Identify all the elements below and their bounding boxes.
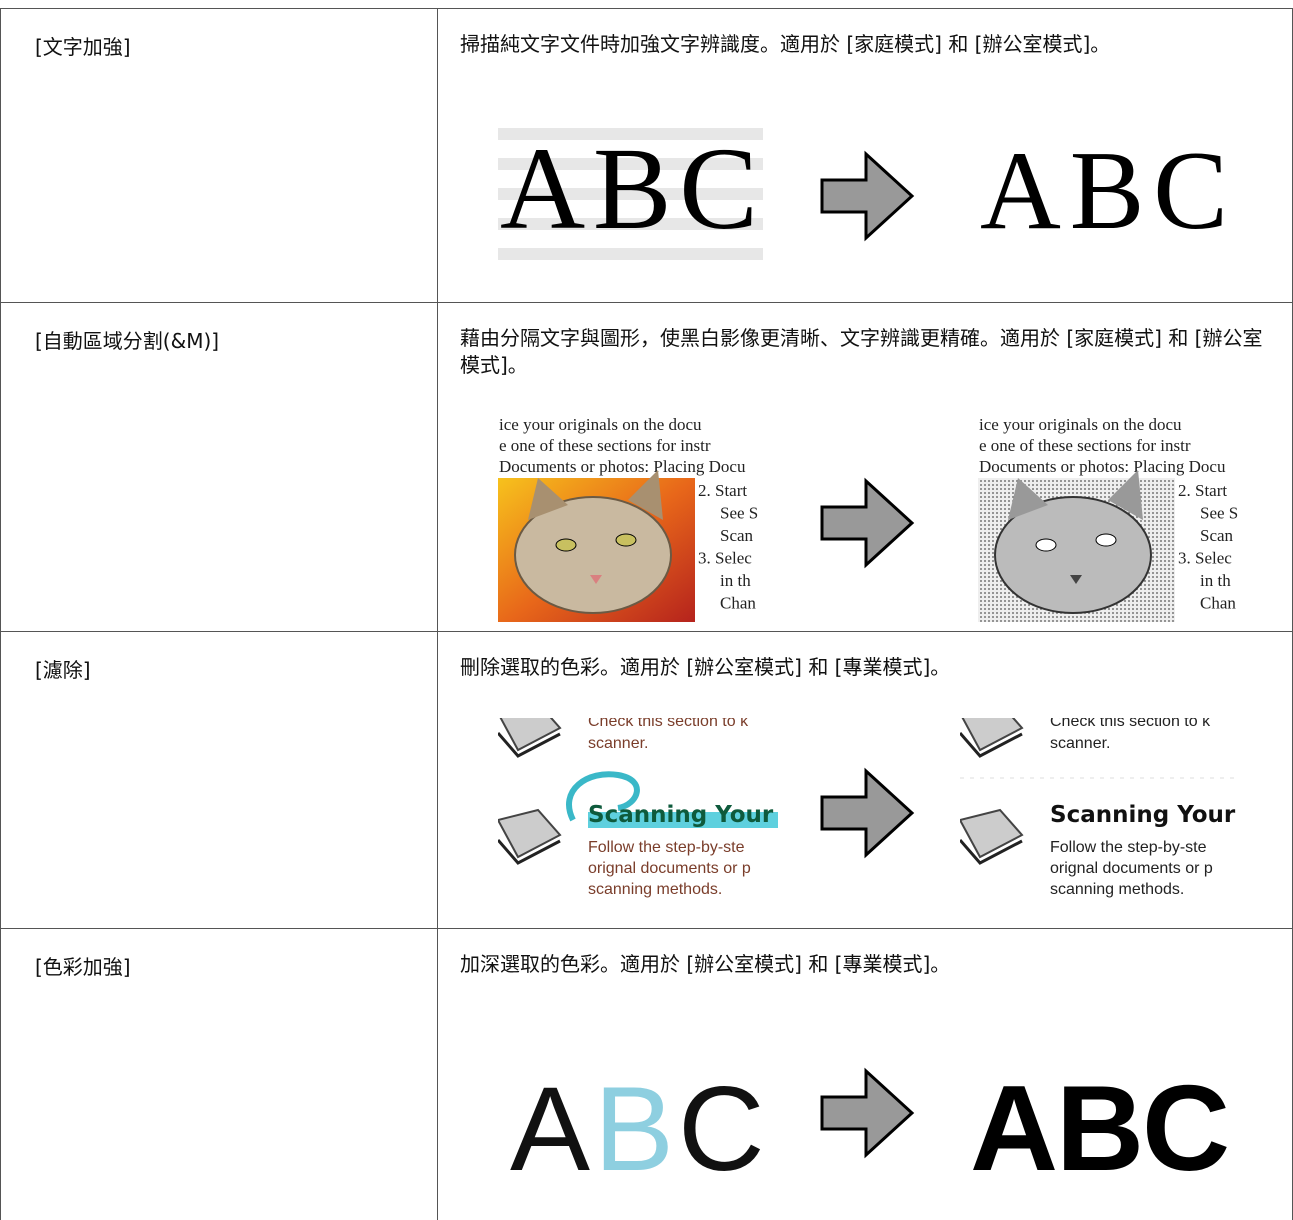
segmentation-sample: ice your originals on the docu e one of t…: [498, 415, 758, 622]
sample-line: e one of these sections for instr: [979, 436, 1191, 455]
sample-line: in th: [720, 571, 751, 590]
row-label: [自動區域分割(&M)]: [35, 329, 220, 353]
cat-eye: [1035, 538, 1057, 552]
cat-ear: [528, 478, 568, 520]
faded-background-text: [498, 248, 763, 260]
sample-letter: A: [510, 1062, 590, 1196]
scanner-icon-base: [498, 732, 561, 758]
row-description: 刪除選取的色彩。適用於 [辦公室模式] 和 [專業模式]。: [460, 655, 951, 679]
sample-line: Follow the step-by-ste: [588, 839, 745, 856]
sample-line: orignal documents or p: [588, 860, 751, 877]
sample-letter: B: [594, 1062, 674, 1196]
sample-line: Documents or photos: Placing Docu: [979, 457, 1226, 476]
sample-text: ABC: [980, 129, 1228, 253]
cat-head: [994, 496, 1152, 614]
row-description: 加深選取的色彩。適用於 [辦公室模式] 和 [專業模式]。: [460, 952, 951, 976]
arrow: [820, 767, 915, 859]
row-description: 掃描純文字文件時加強文字辨識度。適用於 [家庭模式] 和 [辦公室模式]。: [460, 32, 1111, 56]
sample-line: 2. Start: [1178, 481, 1227, 500]
sample-letter: C: [678, 1062, 765, 1196]
sample-line: See S: [720, 504, 758, 523]
sample-line: orignal documents or p: [1050, 860, 1213, 877]
scanner-icon-base: [498, 839, 561, 865]
sample-line: Scan: [1200, 526, 1234, 545]
sample-heading: Scanning Your: [1050, 802, 1236, 828]
scanner-icon-base: [960, 732, 1023, 758]
sample-text: ABC: [500, 123, 758, 254]
scanner-icon: [961, 718, 1024, 752]
sample-line: Chan: [1200, 594, 1236, 613]
faded-background-text: [498, 158, 763, 170]
sample-letter: B: [1056, 1060, 1144, 1196]
scanner-icon-base: [960, 839, 1023, 865]
sample-letter: C: [1142, 1060, 1230, 1196]
faded-background-text: [498, 128, 763, 140]
sample-heading: Scanning Your: [588, 802, 774, 828]
dropout-sample: Check this section to k scanner. Scanning …: [960, 713, 1240, 918]
sample-line: in th: [1200, 571, 1231, 590]
row-label: [色彩加強]: [35, 955, 131, 979]
sample-line: Check this section to k: [1050, 713, 1211, 730]
scanner-icon: [498, 808, 562, 859]
sample-line: Documents or photos: Placing Docu: [499, 457, 746, 476]
scanner-icon: [960, 808, 1024, 859]
cat-nose: [1070, 575, 1082, 584]
cat-head: [514, 496, 672, 614]
arrow: [820, 1067, 915, 1159]
cat-eye: [555, 538, 577, 552]
column-divider: [437, 8, 438, 1220]
cat-eye: [615, 533, 637, 547]
sample-line: See S: [1200, 504, 1238, 523]
scanner-icon: [499, 718, 562, 752]
cat-ear: [1108, 470, 1143, 520]
faded-background-text: [498, 188, 763, 200]
row-label: [濾除]: [35, 658, 91, 682]
sample-line: scanner.: [588, 735, 648, 752]
faded-background-text: [498, 218, 763, 230]
table-row: [濾除] 刪除選取的色彩。適用於 [辦公室模式] 和 [專業模式]。: [0, 631, 1292, 928]
swirl: [566, 771, 640, 822]
highlight: [588, 812, 778, 828]
sample-line: scanning methods.: [1050, 881, 1184, 898]
sample-line: e one of these sections for instr: [499, 436, 711, 455]
sample-line: ice your originals on the docu: [499, 415, 702, 434]
sample-line: 3. Selec: [1178, 549, 1232, 568]
sample-line: scanning methods.: [588, 881, 722, 898]
sample-line: ice your originals on the docu: [979, 415, 1182, 434]
cat-eye: [1095, 533, 1117, 547]
sample-line: Scan: [720, 526, 754, 545]
sample-line: 3. Selec: [698, 549, 752, 568]
segmentation-sample: ice your originals on the docu e one of t…: [978, 415, 1238, 622]
arrow: [820, 477, 915, 569]
sample-line: 2. Start: [698, 481, 747, 500]
sample-line: scanner.: [1050, 735, 1110, 752]
sample-line: Follow the step-by-ste: [1050, 839, 1207, 856]
dropout-sample: Check this section to k scanner. Scanning …: [498, 713, 778, 918]
table-row: [文字加強] 掃描純文字文件時加強文字辨識度。適用於 [家庭模式] 和 [辦公室…: [0, 8, 1292, 302]
table-row: [自動區域分割(&M)] 藉由分隔文字與圖形，使黑白影像更清晰、文字辨識更精確。…: [0, 302, 1292, 631]
table-row: [色彩加強] 加深選取的色彩。適用於 [辦公室模式] 和 [專業模式]。: [0, 928, 1292, 1220]
sample-line: Check this section to k: [588, 713, 749, 730]
sample-letter: A: [970, 1060, 1058, 1196]
cat-ear: [1008, 478, 1048, 520]
cat-nose: [590, 575, 602, 584]
arrow: [820, 150, 915, 242]
row-label: [文字加強]: [35, 35, 131, 59]
sample-line: Chan: [720, 594, 756, 613]
cat-ear: [628, 470, 663, 520]
row-description: 藉由分隔文字與圖形，使黑白影像更清晰、文字辨識更精確。適用於 [家庭模式] 和 …: [460, 326, 1263, 377]
